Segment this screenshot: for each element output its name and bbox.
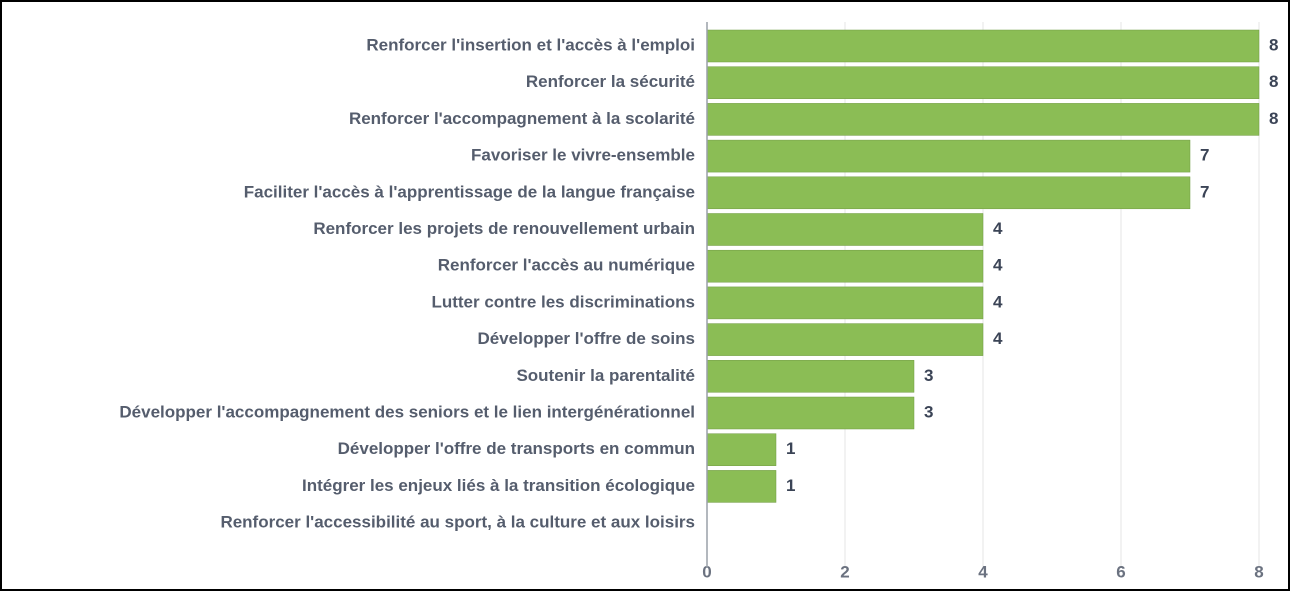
bar: [706, 213, 984, 246]
category-label: Intégrer les enjeux liés à la transition…: [302, 476, 695, 495]
value-label: 1: [786, 476, 795, 495]
category-label: Lutter contre les discriminations: [431, 292, 695, 311]
x-tick-label: 0: [702, 562, 711, 581]
value-label: 8: [1269, 72, 1278, 91]
category-label: Renforcer l'accès au numérique: [438, 256, 695, 275]
bar: [706, 139, 1191, 173]
category-label: Favoriser le vivre-ensemble: [471, 146, 695, 165]
value-label: 3: [924, 402, 933, 421]
bar: [706, 286, 984, 320]
value-label: 4: [993, 256, 1003, 275]
category-label: Renforcer l'insertion et l'accès à l'emp…: [366, 35, 695, 54]
bar: [706, 249, 984, 283]
bar: [706, 323, 984, 356]
value-label: 1: [786, 439, 795, 458]
value-label: 7: [1200, 146, 1209, 165]
value-label: 8: [1269, 35, 1278, 54]
category-label: Développer l'accompagnement des seniors …: [119, 402, 695, 421]
value-label: 3: [924, 366, 933, 385]
bar: [706, 176, 1191, 210]
bar: [706, 360, 915, 393]
bar: [706, 470, 777, 503]
x-tick-label: 4: [978, 562, 988, 581]
value-label: 7: [1200, 182, 1209, 201]
category-label: Soutenir la parentalité: [516, 366, 695, 385]
category-label: Renforcer l'accompagnement à la scolarit…: [349, 109, 695, 128]
bar: [706, 29, 1260, 63]
category-label: Renforcer la sécurité: [526, 72, 695, 91]
x-tick-label: 8: [1254, 562, 1263, 581]
value-label: 4: [993, 292, 1003, 311]
bar: [706, 103, 1260, 136]
x-tick-label: 6: [1116, 562, 1125, 581]
category-label: Faciliter l'accès à l'apprentissage de l…: [244, 182, 695, 201]
bar: [706, 396, 915, 430]
category-label: Renforcer l'accessibilité au sport, à la…: [220, 513, 695, 532]
value-label: 4: [993, 329, 1003, 348]
value-label: 8: [1269, 109, 1278, 128]
category-label: Développer l'offre de soins: [477, 329, 695, 348]
category-label: Renforcer les projets de renouvellement …: [313, 219, 695, 238]
bar: [706, 66, 1260, 99]
value-label: 4: [993, 219, 1003, 238]
bar: [706, 433, 777, 466]
category-label: Développer l'offre de transports en comm…: [338, 439, 695, 458]
x-tick-label: 2: [840, 562, 849, 581]
